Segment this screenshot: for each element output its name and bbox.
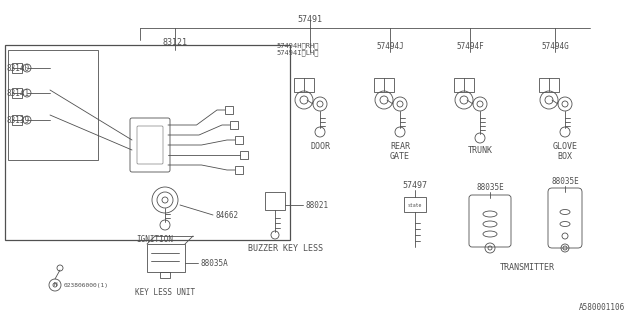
Text: 83139: 83139: [6, 116, 29, 124]
Bar: [539, 78, 559, 92]
Text: state: state: [408, 203, 422, 207]
Text: 57497: 57497: [403, 181, 428, 190]
Text: 83121: 83121: [163, 38, 188, 47]
Text: 88021: 88021: [305, 201, 328, 210]
Bar: [12, 88, 22, 98]
Text: N: N: [53, 283, 57, 287]
Text: 88035E: 88035E: [476, 183, 504, 192]
Text: A580001106: A580001106: [579, 303, 625, 312]
Text: 83140: 83140: [6, 63, 29, 73]
Text: 88035A: 88035A: [200, 259, 228, 268]
Text: DOOR: DOOR: [310, 142, 330, 151]
Bar: [12, 115, 22, 125]
Text: 84662: 84662: [215, 211, 238, 220]
Text: 57494J: 57494J: [376, 42, 404, 51]
Text: 57494H〈RH〉
57494I〈LH〉: 57494H〈RH〉 57494I〈LH〉: [276, 42, 319, 56]
Text: IGNITION: IGNITION: [136, 235, 173, 244]
Bar: [12, 63, 22, 73]
Bar: [454, 78, 474, 92]
Bar: [225, 106, 233, 114]
Bar: [235, 136, 243, 144]
Text: TRANSMITTER: TRANSMITTER: [500, 263, 555, 272]
Text: TRUNK: TRUNK: [467, 146, 493, 155]
Text: 57494G: 57494G: [541, 42, 569, 51]
Bar: [8, 50, 98, 160]
Text: 83141: 83141: [6, 89, 29, 98]
Text: 88035E: 88035E: [551, 177, 579, 186]
Text: BUZZER KEY LESS: BUZZER KEY LESS: [248, 244, 323, 253]
Bar: [5, 45, 290, 240]
Bar: [147, 244, 185, 272]
Text: REAR
GATE: REAR GATE: [390, 142, 410, 161]
Bar: [294, 78, 314, 92]
Bar: [235, 166, 243, 174]
Bar: [374, 78, 394, 92]
Bar: [240, 151, 248, 159]
Text: 57491: 57491: [298, 15, 323, 24]
Text: 57494F: 57494F: [456, 42, 484, 51]
Text: KEY LESS UNIT: KEY LESS UNIT: [135, 288, 195, 297]
Text: GLOVE
BOX: GLOVE BOX: [552, 142, 577, 161]
Text: 023806000(1): 023806000(1): [64, 283, 109, 287]
Bar: [230, 121, 238, 129]
Bar: [265, 192, 285, 210]
Bar: [404, 197, 426, 212]
Bar: [160, 272, 170, 278]
